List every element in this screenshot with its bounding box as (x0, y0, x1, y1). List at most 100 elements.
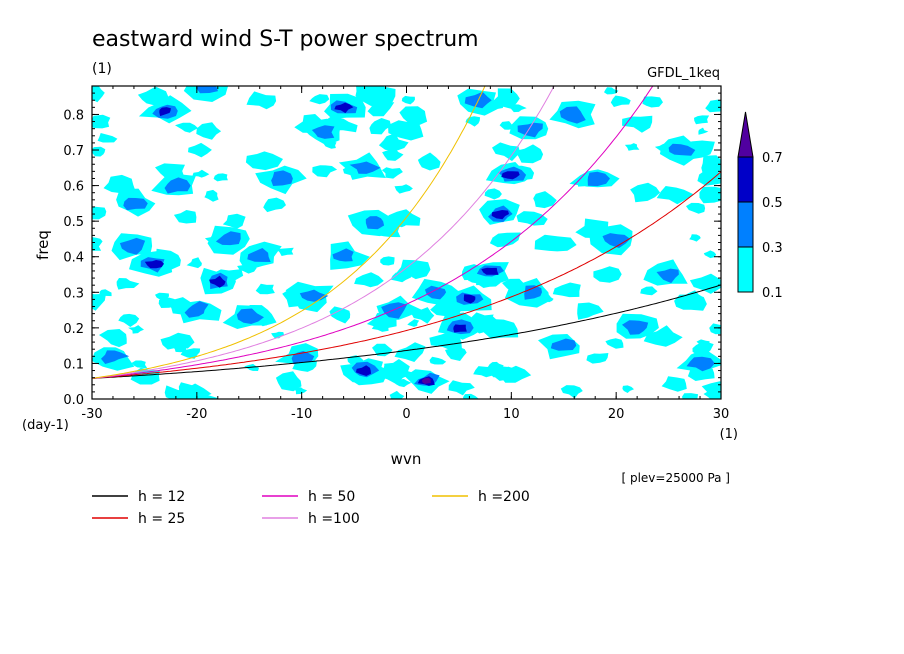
contour-patch (381, 167, 403, 179)
contour-patch (92, 293, 106, 311)
contour-patch (640, 286, 658, 296)
contour-patch (453, 324, 467, 333)
contour-patch (160, 332, 195, 350)
contour-patch (247, 248, 271, 262)
contour-patch (560, 385, 583, 399)
contour-patch (429, 356, 447, 365)
contour-patch (276, 247, 294, 256)
contour-patch (524, 285, 542, 300)
x-tick-label: 30 (713, 407, 730, 422)
dispersion-curve-h25 (92, 171, 721, 379)
contour-patch (380, 256, 395, 266)
contour-patch (312, 165, 338, 178)
contour-patch (703, 250, 717, 259)
x-tick-label: 10 (503, 407, 520, 422)
colorbar-segment (737, 201, 754, 248)
contour-patch (245, 151, 283, 171)
contour-patch (329, 306, 351, 324)
y-axis-label: freq (34, 230, 52, 260)
contour-patch (533, 191, 557, 209)
contour-patch (686, 202, 706, 214)
contour-patch (642, 96, 663, 108)
contour-patch (309, 94, 330, 105)
y-axis-ticks: 0.0 0.1 0.2 0.3 0.4 0.5 0.6 0.7 0.8 (63, 85, 721, 408)
contour-patch (689, 273, 721, 294)
x-axis-ticks: -30 -20 -10 0 10 20 30 (81, 86, 729, 422)
contour-patch (371, 323, 389, 332)
contour-patch (417, 152, 441, 171)
contour-patch (674, 294, 707, 311)
contour-patch (517, 122, 543, 138)
contour-patch (697, 169, 721, 186)
y-tick-label: 0.8 (63, 108, 84, 123)
legend-label-h50: h = 50 (308, 489, 355, 505)
contour-patch (204, 189, 219, 202)
contour-patch (103, 174, 137, 194)
contour-patch (514, 144, 544, 164)
contour-patch (381, 302, 407, 319)
contour-patch (255, 283, 275, 295)
y-tick-label: 0.0 (63, 393, 84, 408)
contour-patch (354, 272, 384, 288)
contour-patch (489, 232, 521, 248)
y-tick-label: 0.1 (63, 357, 84, 372)
contour-patch (703, 391, 721, 399)
contour-patch (682, 393, 699, 399)
x-axis-unit: (1) (720, 427, 738, 442)
contour-patch (492, 88, 520, 109)
contour-patch (275, 371, 302, 392)
contour-patch (602, 233, 631, 248)
x-tick-label: -10 (291, 407, 312, 422)
contour-patch (355, 365, 371, 376)
contour-patch (263, 197, 286, 213)
contour-patch (123, 197, 148, 211)
contour-patch (144, 260, 164, 269)
contour-patch (605, 338, 624, 349)
contour-patch (559, 106, 586, 124)
contour-patch (92, 237, 103, 248)
contour-patch (394, 184, 413, 194)
contour-patch (159, 107, 171, 117)
contour-patch (610, 95, 631, 107)
contour-patch (422, 377, 431, 384)
contour-patch (236, 308, 264, 324)
contour-patch (367, 99, 395, 117)
contour-patch (332, 248, 354, 262)
contour-patch (668, 143, 696, 156)
contour-patch (246, 91, 277, 110)
contour-patch (184, 301, 209, 318)
contour-patch (698, 127, 709, 135)
contour-patch (577, 302, 604, 320)
contour-patch (116, 278, 140, 290)
contour-patch (92, 206, 107, 220)
contour-patch (188, 142, 212, 158)
contour-patch (349, 161, 381, 174)
contour-patch (705, 99, 721, 113)
contour-patch (355, 86, 384, 102)
contour-patch (709, 323, 721, 335)
x-tick-label: 0 (402, 407, 410, 422)
contour-patch (492, 142, 520, 162)
contour-patch (196, 86, 218, 94)
contour-patch (118, 313, 140, 327)
contour-patch (209, 275, 226, 288)
contour-patch (176, 383, 212, 399)
contour-patch (171, 344, 187, 353)
contour-patch (491, 210, 509, 220)
model-label: GFDL_1keq (647, 66, 720, 81)
contour-patch (622, 385, 634, 393)
contour-patch (604, 87, 619, 95)
y-axis-unit: (day-1) (22, 418, 69, 433)
contour-patch (445, 347, 467, 361)
top-units-label: (1) (92, 61, 112, 77)
contour-patch (694, 115, 710, 125)
contour-patch (501, 171, 520, 180)
contour-patch (119, 237, 146, 255)
colorbar-label: 0.5 (762, 196, 783, 211)
contour-patch (92, 114, 111, 129)
dispersion-curve-h200 (92, 86, 486, 379)
contour-patch (389, 390, 405, 399)
legend-label-h12: h = 12 (138, 489, 185, 505)
contour-patch (699, 186, 721, 204)
colorbar: 0.1 0.3 0.5 0.7 (737, 111, 783, 301)
